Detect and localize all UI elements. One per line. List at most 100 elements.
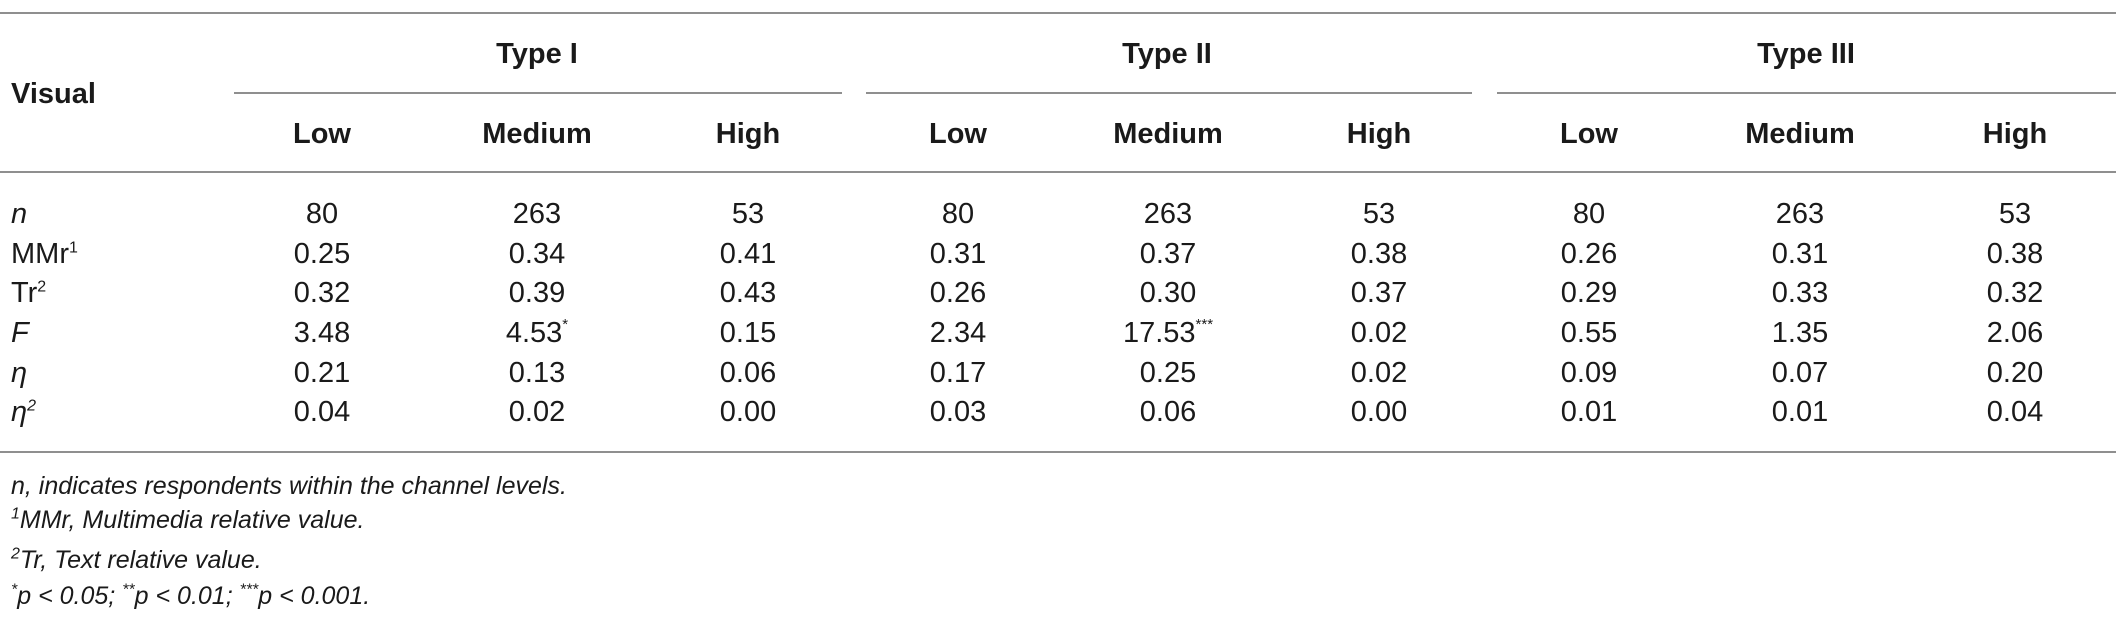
table-cell: 0.32 [294,277,350,310]
table-cell: 0.32 [1987,277,2043,310]
table-cell: 0.02 [1351,317,1407,350]
table-cell: 0.21 [294,357,350,390]
cell-value: 0.41 [719,238,777,270]
table-cell: 0.03 [930,396,986,429]
cell-value: 0.29 [1560,277,1618,309]
table-cell: 0.30 [1140,277,1196,310]
group-rule-type-2 [866,92,1472,94]
cell-value: 0.20 [1986,357,2044,389]
table-cell: 0.37 [1351,277,1407,310]
cell-value: 263 [1775,198,1825,230]
group-header-type-1: Type I [496,38,578,70]
cell-value: 0.25 [293,238,351,270]
cell-value: 53 [731,198,765,230]
cell-value: 0.38 [1350,238,1408,270]
table-cell: 53 [1999,198,2031,231]
cell-value: 2.34 [929,317,987,349]
cell-value: 0.38 [1986,238,2044,270]
cell-value: 0.01 [1560,396,1618,428]
table-cell: 0.43 [720,277,776,310]
table-cell: 1.35 [1772,317,1828,350]
table-cell: 0.00 [720,396,776,429]
group-header-type-3: Type III [1757,38,1855,70]
row-label-sup: 1 [68,239,78,257]
row-label: η [11,357,27,390]
cell-value: 0.39 [508,277,566,309]
cell-value: 0.30 [1139,277,1197,309]
cell-value: 80 [305,198,339,230]
cell-value: 0.02 [508,396,566,428]
table-cell: 80 [942,198,974,231]
sig-star-1: * [11,581,18,599]
cell-value: 0.32 [293,277,351,309]
table-cell: 53 [732,198,764,231]
table-cell: 0.07 [1772,357,1828,390]
cell-value: 0.25 [1139,357,1197,389]
table-cell: 263 [1776,198,1824,231]
row-label-text: F [11,317,29,349]
table-cell: 0.04 [294,396,350,429]
table-cell: 0.25 [294,238,350,271]
stub-header: Visual [11,78,96,110]
note-significance: *p < 0.05; **p < 0.01; ***p < 0.001. [11,582,370,611]
sig-star-2: ** [122,581,135,599]
note-mmr: 1MMr, Multimedia relative value. [11,506,364,535]
cell-value: 0.43 [719,277,777,309]
cell-value: 2.06 [1986,317,2044,349]
table-cell: 0.34 [509,238,565,271]
row-label: MMr1 [11,238,78,271]
cell-value: 80 [941,198,975,230]
table-cell: 0.01 [1772,396,1828,429]
table-cell: 0.38 [1987,238,2043,271]
cell-value: 0.33 [1771,277,1829,309]
cell-value: 0.00 [719,396,777,428]
cell-value: 0.32 [1986,277,2044,309]
cell-value: 53 [1362,198,1396,230]
table-cell: 0.01 [1561,396,1617,429]
table-cell: 17.53*** [1123,317,1213,350]
level-header: High [1346,118,1412,150]
cell-value: 17.53 [1122,317,1196,349]
table-cell: 0.20 [1987,357,2043,390]
cell-value: 263 [1143,198,1193,230]
sig-text-3: p < 0.001. [258,582,371,610]
level-header: Low [929,118,987,150]
sig-text-2: p < 0.01; [134,582,240,610]
row-label: F [11,317,29,350]
level-header: High [715,118,781,150]
table-cell: 0.38 [1351,238,1407,271]
table-cell: 0.33 [1772,277,1828,310]
note-mmr-text: MMr, Multimedia relative value. [19,506,365,534]
cell-value: 0.00 [1350,396,1408,428]
bottom-rule [0,451,2116,453]
table-cell: 0.41 [720,238,776,271]
cell-value: 0.31 [929,238,987,270]
significance-mark: *** [1195,316,1214,334]
table-cell: 53 [1363,198,1395,231]
table-cell: 0.00 [1351,396,1407,429]
cell-value: 0.55 [1560,317,1618,349]
cell-value: 0.04 [293,396,351,428]
cell-value: 4.53 [505,317,563,349]
table-cell: 0.17 [930,357,986,390]
table-cell: 0.31 [930,238,986,271]
cell-value: 0.31 [1771,238,1829,270]
note-tr-sup: 2 [11,545,20,563]
group-header-type-2: Type II [1122,38,1212,70]
cell-value: 0.17 [929,357,987,389]
cell-value: 263 [512,198,562,230]
table-cell: 0.39 [509,277,565,310]
row-label-text: MMr [11,238,69,270]
level-header: High [1982,118,2048,150]
table-cell: 80 [306,198,338,231]
note-tr: 2Tr, Text relative value. [11,546,262,575]
cell-value: 0.07 [1771,357,1829,389]
row-label-text: η [11,357,28,389]
cell-value: 0.01 [1771,396,1829,428]
cell-value: 0.37 [1139,238,1197,270]
cell-value: 0.15 [719,317,777,349]
table-cell: 0.31 [1772,238,1828,271]
table-cell: 0.02 [1351,357,1407,390]
cell-value: 0.09 [1560,357,1618,389]
table-cell: 4.53* [506,317,568,350]
